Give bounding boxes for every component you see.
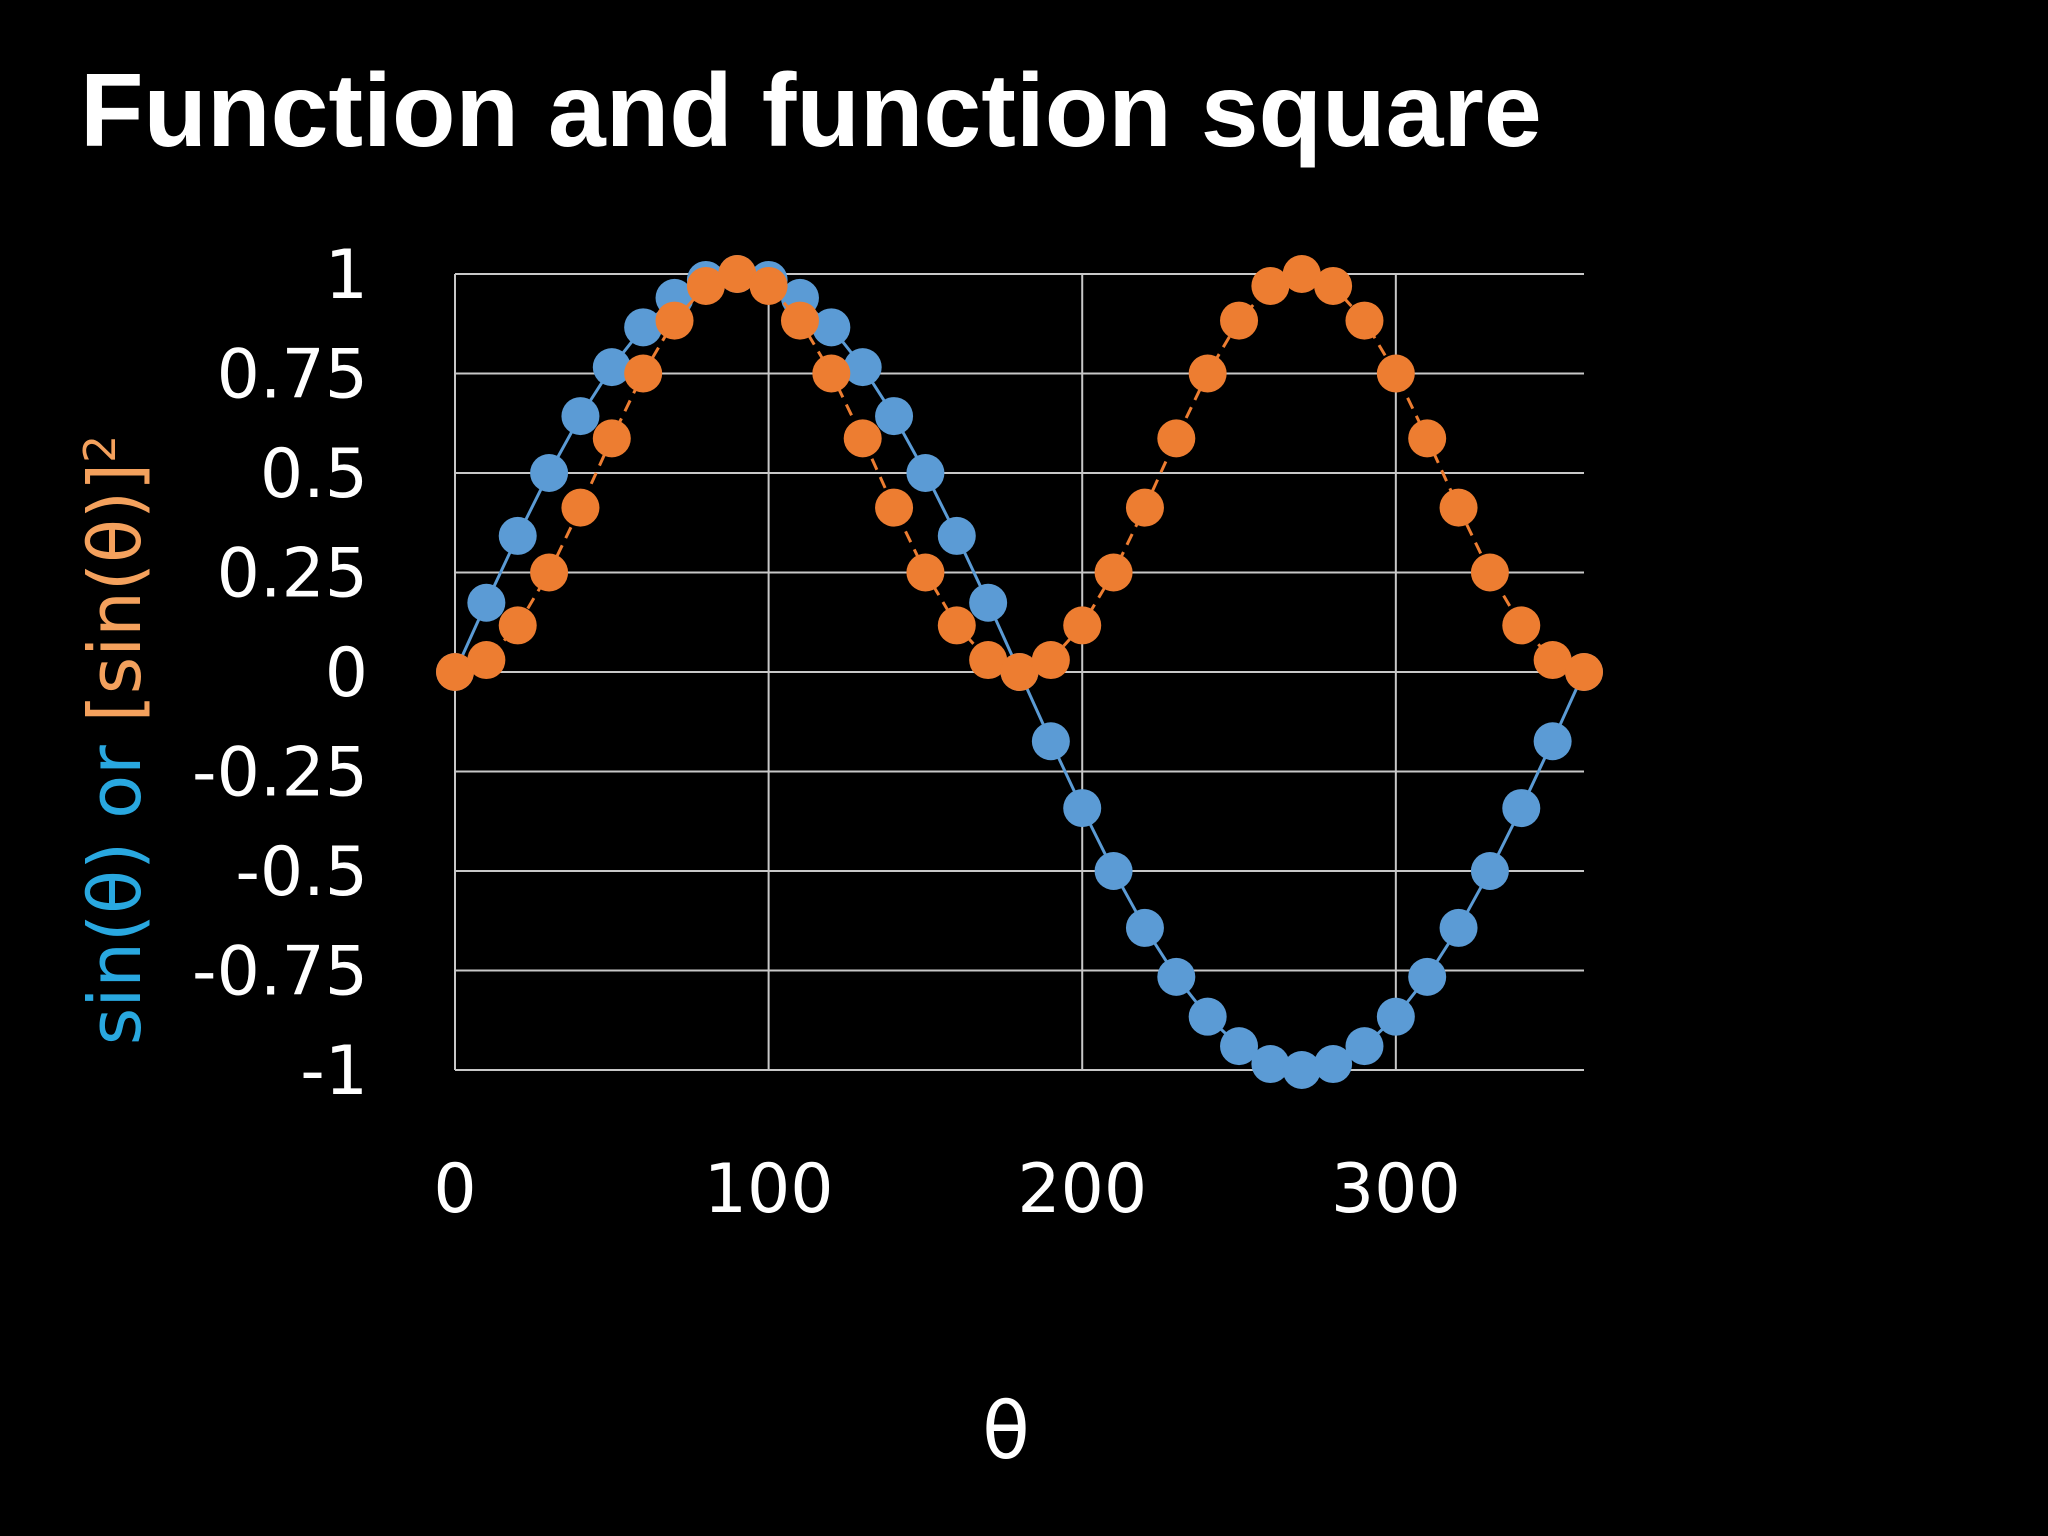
data-point xyxy=(843,348,882,387)
data-point xyxy=(498,606,537,645)
data-point xyxy=(1533,722,1572,761)
data-point xyxy=(937,516,976,555)
data-point xyxy=(561,488,600,527)
y-axis-label-part: [sin(θ)] xyxy=(73,463,157,723)
data-point xyxy=(1345,1027,1384,1066)
data-point xyxy=(1533,641,1572,680)
data-point xyxy=(1314,266,1353,305)
data-point xyxy=(1188,997,1227,1036)
data-point xyxy=(937,606,976,645)
data-point xyxy=(1157,957,1196,996)
data-point xyxy=(1408,957,1447,996)
x-axis-label: θ xyxy=(982,1387,1030,1477)
data-point xyxy=(1251,266,1290,305)
data-point xyxy=(467,641,506,680)
data-point xyxy=(1345,301,1384,340)
data-point xyxy=(1000,653,1039,691)
data-point xyxy=(1502,789,1541,828)
data-point xyxy=(1565,653,1603,691)
data-point xyxy=(467,583,506,622)
data-point xyxy=(1314,1045,1353,1084)
data-point xyxy=(780,301,819,340)
data-point xyxy=(906,553,945,592)
data-point xyxy=(749,266,788,305)
x-tick-label: 100 xyxy=(704,1150,834,1229)
data-point xyxy=(906,454,945,492)
data-point xyxy=(969,583,1008,622)
data-point xyxy=(1376,997,1415,1036)
data-point xyxy=(1125,908,1164,947)
y-tick-label: -0.75 xyxy=(192,933,368,1012)
y-tick-label: 0.75 xyxy=(217,336,368,415)
data-point xyxy=(1063,606,1102,645)
data-point xyxy=(969,641,1008,680)
data-point xyxy=(1376,354,1415,393)
x-tick-label: 200 xyxy=(1017,1150,1147,1229)
data-point xyxy=(718,255,757,293)
data-point xyxy=(530,454,569,492)
data-point xyxy=(592,419,631,458)
data-point xyxy=(1502,606,1541,645)
data-point xyxy=(1251,1045,1290,1084)
y-tick-label: -0.5 xyxy=(235,833,368,912)
data-point xyxy=(1470,852,1509,890)
data-point xyxy=(812,308,851,347)
data-point xyxy=(1282,255,1321,293)
data-point xyxy=(1031,722,1070,761)
y-axis-label-part: sin(θ) or xyxy=(73,722,157,1045)
y-tick-label: 0.5 xyxy=(260,435,368,514)
y-axis-label-part: 2 xyxy=(75,435,126,463)
y-tick-label: 1 xyxy=(325,236,368,315)
data-point xyxy=(1439,488,1478,527)
data-point xyxy=(875,397,914,436)
y-tick-label: -0.25 xyxy=(192,734,368,813)
data-point xyxy=(1282,1051,1321,1089)
data-point xyxy=(1094,852,1133,890)
y-tick-label: -1 xyxy=(300,1032,368,1111)
data-point xyxy=(1125,488,1164,527)
data-point xyxy=(1408,419,1447,458)
data-point xyxy=(498,516,537,555)
data-point xyxy=(624,354,663,393)
data-point xyxy=(561,397,600,436)
data-point xyxy=(812,354,851,393)
y-tick-label: 0 xyxy=(325,634,368,713)
chart-title: Function and function square xyxy=(80,53,1542,169)
data-point xyxy=(1063,789,1102,828)
data-point xyxy=(1220,301,1259,340)
y-axis-label: sin(θ) or [sin(θ)]2 xyxy=(73,435,157,1045)
data-point xyxy=(1439,908,1478,947)
data-point xyxy=(875,488,914,527)
x-tick-label: 300 xyxy=(1331,1150,1461,1229)
data-point xyxy=(1220,1027,1259,1066)
x-tick-label: 0 xyxy=(433,1150,476,1229)
data-point xyxy=(530,553,569,592)
data-point xyxy=(592,348,631,387)
data-point xyxy=(1031,641,1070,680)
data-point xyxy=(1470,553,1509,592)
data-point xyxy=(624,308,663,347)
y-tick-label: 0.25 xyxy=(217,535,368,614)
data-point xyxy=(686,266,725,305)
data-point xyxy=(1094,553,1133,592)
data-point xyxy=(436,653,474,691)
data-point xyxy=(1157,419,1196,458)
data-point xyxy=(1188,354,1227,393)
data-point xyxy=(655,301,694,340)
data-point xyxy=(843,419,882,458)
